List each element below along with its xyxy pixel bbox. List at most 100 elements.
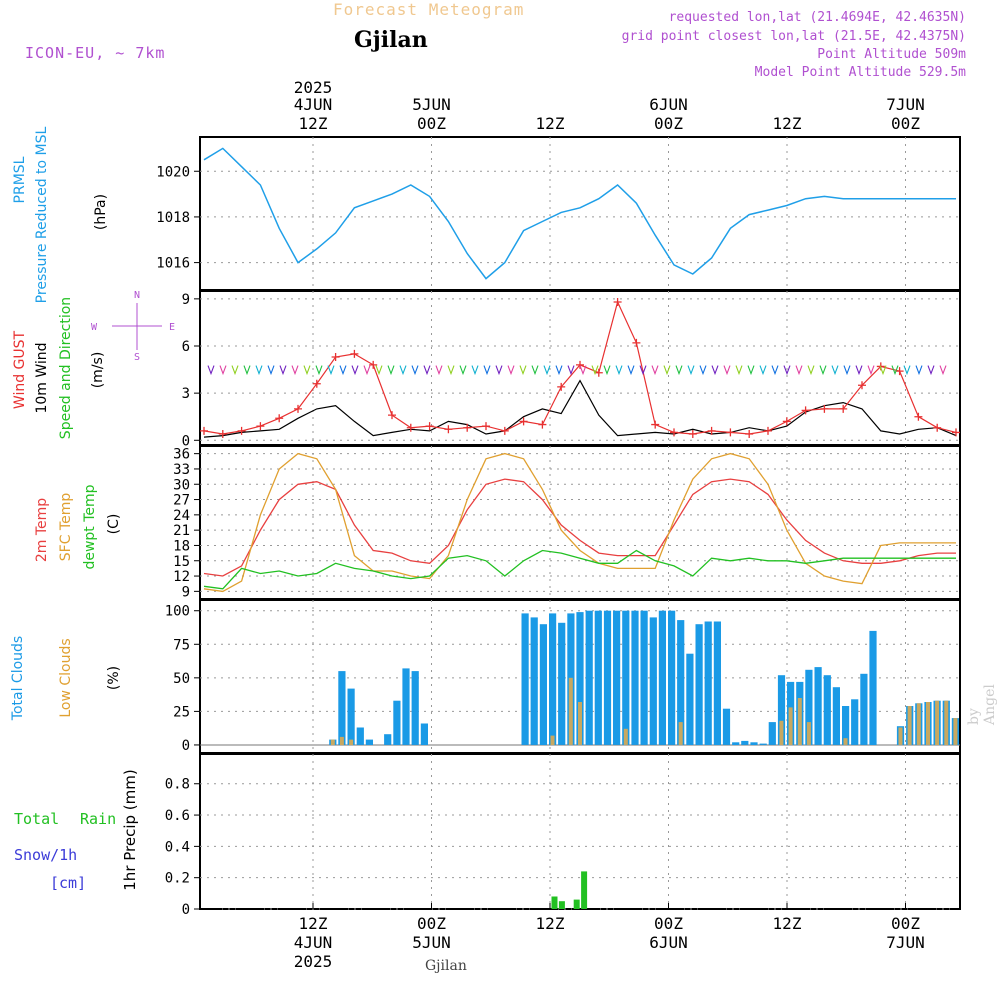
wind-arrow-0 — [207, 365, 215, 376]
legend-total: Total — [14, 810, 59, 828]
wind-arrow-32 — [591, 365, 599, 376]
ylabel-total-clouds: Total Clouds — [10, 636, 26, 721]
total-cloud-bar-57 — [722, 708, 731, 745]
total-cloud-bar-69 — [832, 687, 840, 745]
gust-point-27 — [707, 426, 716, 435]
total-cloud-bar-56 — [713, 621, 721, 745]
wind-arrow-39 — [675, 365, 683, 376]
bottom-hour-label-0: 12Z — [299, 914, 328, 933]
ytick-label-precipitation-1: 0.2 — [165, 871, 190, 887]
wind-arrow-5 — [267, 365, 275, 376]
ylabel-c: (C) — [106, 514, 122, 535]
total-cloud-bar-50 — [658, 610, 666, 745]
total-cloud-bar-43 — [594, 610, 602, 745]
ylabel-sfc-temp: SFC Temp — [58, 493, 74, 562]
ytick-label-precipitation-4: 0.8 — [165, 777, 190, 793]
low-cloud-bar-77 — [907, 706, 912, 745]
location-title: Gjilan — [354, 27, 428, 53]
total-cloud-bar-18 — [365, 739, 373, 745]
total-cloud-bar-36 — [530, 617, 538, 745]
total-cloud-bar-41 — [576, 612, 584, 745]
top-day-label-0: 4JUN — [294, 95, 333, 114]
gust-point-28 — [726, 428, 735, 437]
precip-bar-1 — [558, 901, 565, 909]
grid-coords: grid point closest lon,lat (21.5E, 42.43… — [621, 29, 966, 44]
low-cloud-bar-76 — [898, 727, 903, 745]
bottom-hour-label-1: 00Z — [417, 914, 446, 933]
wind-arrow-14 — [375, 365, 383, 376]
wind-arrow-2 — [231, 365, 239, 376]
wind-arrow-13 — [363, 365, 371, 376]
wind-arrow-36 — [639, 365, 647, 376]
ytick-label-clouds-1: 25 — [173, 704, 190, 720]
total-cloud-bar-51 — [668, 610, 676, 745]
top-day-label-5: 7JUN — [886, 95, 925, 114]
ytick-label-wind-0: 0 — [182, 433, 190, 449]
total-cloud-bar-42 — [585, 610, 593, 745]
precip-bar-2 — [573, 899, 580, 909]
gust-point-23 — [632, 338, 641, 347]
wind-arrow-9 — [315, 365, 323, 376]
top-hour-label-5: 00Z — [891, 114, 920, 133]
requested-coords: requested lon,lat (21.4694E, 42.4635N) — [668, 10, 966, 25]
total-cloud-bar-55 — [704, 621, 712, 745]
bottom-hour-label-3: 00Z — [654, 914, 683, 933]
wind-arrow-44 — [735, 365, 743, 376]
wind-arrow-28 — [543, 365, 551, 376]
ylabel-speed-direction: Speed and Direction — [58, 297, 74, 439]
total-cloud-bar-37 — [539, 624, 547, 745]
gust-point-37 — [895, 367, 904, 376]
low-cloud-bar-64 — [788, 707, 793, 745]
top-hour-label-0: 12Z — [299, 114, 328, 133]
gust-point-2 — [237, 426, 246, 435]
wind-arrow-1 — [219, 365, 227, 376]
legend-snow: Snow/1h — [14, 846, 77, 864]
ytick-label-pressure-1: 1018 — [156, 210, 190, 226]
total-cloud-bar-22 — [402, 668, 410, 745]
wind-arrow-57 — [891, 365, 899, 376]
gust-point-4 — [275, 414, 284, 423]
wind-arrow-18 — [423, 365, 431, 376]
wind-arrow-45 — [747, 365, 755, 376]
gust-point-6 — [312, 379, 321, 388]
total-cloud-bar-58 — [732, 742, 740, 745]
ylabel-pressure-msl: Pressure Reduced to MSL — [34, 126, 50, 303]
ylabel-wind-gust: Wind GUST — [12, 330, 28, 409]
ytick-label-temperature-1: 12 — [173, 569, 190, 585]
ytick-label-clouds-0: 0 — [182, 738, 190, 754]
wind-arrow-58 — [903, 365, 911, 376]
ylabel-percent: (%) — [106, 666, 122, 690]
legend-cm: [cm] — [50, 874, 86, 892]
low-cloud-bar-78 — [916, 703, 921, 745]
wind-arrow-42 — [711, 365, 719, 376]
wind-arrow-29 — [555, 365, 563, 376]
total-cloud-bar-60 — [750, 742, 758, 745]
bottom-day-label-0: 4JUN — [294, 933, 333, 952]
total-cloud-bar-62 — [768, 722, 776, 745]
total-cloud-bar-45 — [613, 610, 621, 745]
wind-arrow-16 — [399, 365, 407, 376]
gust-point-21 — [594, 368, 603, 377]
ylabel-ms: (m/s) — [90, 352, 106, 389]
low-cloud-bar-63 — [779, 720, 784, 745]
wind-arrow-54 — [855, 365, 863, 376]
total-cloud-bar-21 — [393, 700, 401, 745]
gust-point-34 — [839, 404, 848, 413]
top-hour-label-1: 00Z — [417, 114, 446, 133]
ytick-label-clouds-2: 50 — [173, 671, 190, 687]
total-cloud-bar-23 — [411, 671, 419, 745]
total-cloud-bar-66 — [805, 669, 813, 745]
ytick-label-temperature-4: 21 — [173, 523, 190, 539]
sfc-temp-line — [203, 452, 956, 593]
ytick-label-wind-1: 3 — [182, 386, 190, 402]
gust-point-33 — [820, 404, 829, 413]
ylabel-hpa: (hPa) — [93, 194, 109, 230]
wind-arrow-52 — [831, 365, 839, 376]
ylabel-low-clouds: Low Clouds — [58, 638, 74, 717]
low-cloud-bar-65 — [797, 698, 802, 745]
ytick-label-clouds-4: 100 — [165, 604, 190, 620]
wind-arrow-26 — [519, 365, 527, 376]
ytick-label-pressure-0: 1016 — [156, 256, 190, 272]
wind-arrow-60 — [927, 365, 935, 376]
wind-arrow-23 — [483, 365, 491, 376]
